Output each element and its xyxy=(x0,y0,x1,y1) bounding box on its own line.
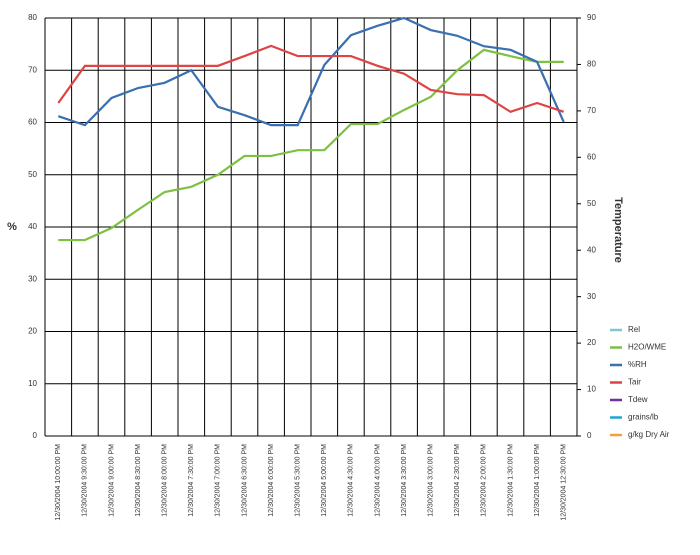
x-tick-label: 12/30/2004 4:30:00 PM xyxy=(348,444,355,517)
y-tick-label: 30 xyxy=(28,274,37,283)
y2-tick-label: 20 xyxy=(587,338,596,347)
x-tick-label: 12/30/2004 2:30:00 PM xyxy=(454,444,461,517)
y-tick-label: 50 xyxy=(28,170,37,179)
x-tick-label: 12/30/2004 3:30:00 PM xyxy=(401,444,408,517)
y2-tick-label: 50 xyxy=(587,199,596,208)
x-tick-label: 12/30/2004 8:30:00 PM xyxy=(135,444,142,517)
y-tick-label: 20 xyxy=(28,327,37,336)
line-series xyxy=(57,16,565,127)
y2-tick-label: 30 xyxy=(587,292,596,301)
legend-label: Tair xyxy=(628,378,641,387)
x-tick-label: 12/30/2004 8:00:00 PM xyxy=(162,444,169,517)
legend-label: grains/lb xyxy=(628,413,659,422)
y-tick-label: 0 xyxy=(33,431,38,440)
y2-tick-label: 10 xyxy=(587,385,596,394)
x-tick-label: 12/30/2004 6:30:00 PM xyxy=(241,444,248,517)
y2-tick-label: 80 xyxy=(587,60,596,69)
legend-label: Tdew xyxy=(628,395,648,404)
legend-label: Rel xyxy=(628,325,640,334)
y-tick-label: 10 xyxy=(28,379,37,388)
x-tick-label: 12/30/2004 1:30:00 PM xyxy=(507,444,514,517)
x-tick-label: 12/30/2004 7:30:00 PM xyxy=(188,444,195,517)
y2-tick-label: 70 xyxy=(587,106,596,115)
x-tick-label: 12/30/2004 10:00:00 PM xyxy=(55,444,62,521)
y-tick-label: 60 xyxy=(28,118,37,127)
y2-axis-label: Temperature xyxy=(612,197,624,263)
x-tick-label: 12/30/2004 6:00:00 PM xyxy=(268,444,275,517)
y-axis-label: % xyxy=(7,221,17,233)
y2-tick-label: 40 xyxy=(587,245,596,254)
line-series xyxy=(57,44,565,114)
y2-tick-label: 0 xyxy=(587,431,592,440)
y-tick-label: 40 xyxy=(28,222,37,231)
x-tick-label: 12/30/2004 9:30:00 PM xyxy=(82,444,89,517)
x-tick-label: 12/30/2004 2:00:00 PM xyxy=(481,444,488,517)
line-series xyxy=(58,48,564,242)
legend-label: g/kg Dry Air xyxy=(628,430,670,439)
x-tick-label: 12/30/2004 1:00:00 PM xyxy=(534,444,541,517)
y2-tick-label: 90 xyxy=(587,13,596,22)
y-tick-label: 80 xyxy=(28,13,37,22)
x-tick-label: 12/30/2004 4:00:00 PM xyxy=(374,444,381,517)
x-tick-label: 12/30/2004 9:00:00 PM xyxy=(108,444,115,517)
x-tick-label: 12/30/2004 5:00:00 PM xyxy=(321,444,328,517)
legend-label: %RH xyxy=(628,360,647,369)
x-tick-label: 12/30/2004 7:00:00 PM xyxy=(215,444,222,517)
x-tick-label: 12/30/2004 3:00:00 PM xyxy=(428,444,435,517)
x-tick-label: 12/30/2004 5:30:00 PM xyxy=(295,444,302,517)
y-tick-label: 70 xyxy=(28,65,37,74)
x-tick-label: 12/30/2004 12:30:00 PM xyxy=(561,444,568,521)
y2-tick-label: 60 xyxy=(587,152,596,161)
legend-label: H2O/WME xyxy=(628,343,666,352)
